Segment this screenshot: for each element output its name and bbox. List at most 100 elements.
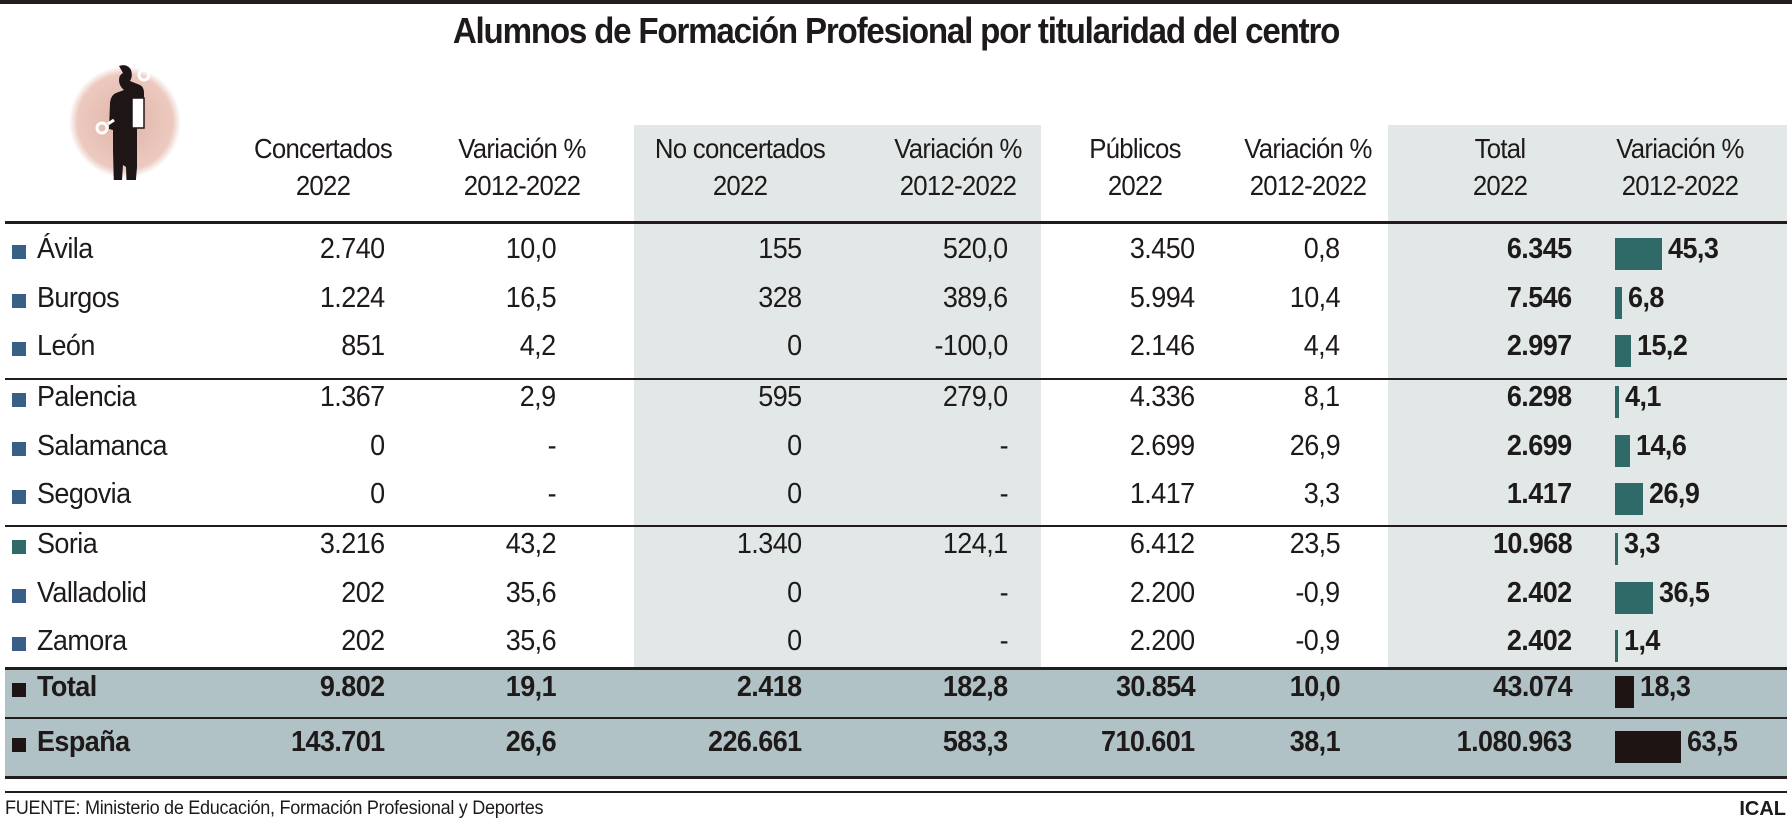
header-line1: Concertados — [254, 133, 393, 164]
worker-with-wrenches-icon — [69, 65, 181, 180]
variation-bar — [1615, 435, 1630, 467]
cell-publicos: 2.200 — [1130, 577, 1195, 609]
legend-square-icon — [12, 442, 26, 456]
cell-publicos: 710.601 — [1101, 726, 1195, 758]
header-line2: 2012-2022 — [899, 170, 1017, 201]
legend-square-icon — [12, 393, 26, 407]
row-label: España — [37, 726, 130, 758]
cell-var-conc: 2,9 — [520, 381, 556, 413]
header-line2: 2012-2022 — [1249, 170, 1367, 201]
header-line2: 2012-2022 — [463, 170, 581, 201]
cell-publicos: 4.336 — [1130, 381, 1195, 413]
header-var-total: Variación % 2012-2022 — [1597, 130, 1763, 204]
brand-logo: ICAL — [1739, 798, 1786, 820]
row-label: Soria — [37, 528, 98, 560]
table-row: Segovia 0 - 0 - 1.417 3,3 1.417 26,9 — [0, 478, 1792, 518]
cell-var-pub: 0,8 — [1304, 233, 1340, 265]
variation-bar-label: 45,3 — [1668, 233, 1719, 265]
cell-var-pub: 8,1 — [1304, 381, 1340, 413]
cell-publicos: 3.450 — [1130, 233, 1195, 265]
table-row: Ávila 2.740 10,0 155 520,0 3.450 0,8 6.345 45,3 — [0, 233, 1792, 273]
header-line1: Variación % — [1244, 133, 1372, 164]
variation-bar-label: 63,5 — [1687, 726, 1738, 758]
cell-no-conc: 328 — [758, 282, 803, 314]
header-concertados: Concertados 2022 — [236, 130, 411, 204]
header-total: Total 2022 — [1445, 130, 1555, 204]
variation-bar-label: 1,4 — [1624, 625, 1660, 657]
header-line1: Públicos — [1089, 133, 1181, 164]
cell-var-pub: 10,0 — [1289, 671, 1341, 703]
header-no-concertados: No concertados 2022 — [635, 130, 845, 204]
cell-var-pub: 4,4 — [1304, 330, 1340, 362]
variation-bar-label: 26,9 — [1649, 478, 1700, 510]
cell-total: 2.699 — [1507, 430, 1572, 462]
shaded-column-no-concertados — [634, 125, 1041, 668]
cell-publicos: 2.699 — [1130, 430, 1195, 462]
cell-concertados: 851 — [341, 330, 386, 362]
cell-total: 43.074 — [1492, 671, 1573, 703]
cell-publicos: 6.412 — [1130, 528, 1195, 560]
cell-concertados: 1.367 — [320, 381, 385, 413]
espana-row-background — [5, 718, 1787, 777]
cell-concertados: 1.224 — [320, 282, 385, 314]
row-label: Salamanca — [37, 430, 167, 462]
legend-square-icon — [12, 738, 26, 752]
cell-var-conc: - — [547, 430, 557, 462]
row-label: Segovia — [37, 478, 131, 510]
cell-publicos: 30.854 — [1115, 671, 1196, 703]
table-row: Palencia 1.367 2,9 595 279,0 4.336 8,1 6.298 4,1 — [0, 381, 1792, 421]
group-rule-1 — [5, 378, 1787, 380]
variation-bar — [1615, 533, 1618, 565]
summary-row: España 143.701 26,6 226.661 583,3 710.601 38,1… — [0, 726, 1792, 766]
cell-var-no-conc: 583,3 — [943, 726, 1008, 758]
table-row: Valladolid 202 35,6 0 - 2.200 -0,9 2.402 36,5 — [0, 577, 1792, 617]
header-line1: Variación % — [458, 133, 586, 164]
summary-rule-mid — [5, 717, 1787, 719]
shaded-column-total — [1388, 125, 1787, 668]
header-rule — [5, 221, 1787, 224]
header-line2: 2022 — [1472, 170, 1528, 201]
group-rule-2 — [5, 525, 1787, 527]
cell-no-conc: 226.661 — [708, 726, 802, 758]
top-rule — [0, 0, 1792, 4]
cell-var-pub: 23,5 — [1289, 528, 1341, 560]
row-label: Zamora — [37, 625, 127, 657]
header-line2: 2022 — [1107, 170, 1163, 201]
cell-var-conc: 16,5 — [505, 282, 557, 314]
cell-no-conc: 155 — [758, 233, 803, 265]
cell-publicos: 1.417 — [1130, 478, 1195, 510]
cell-var-no-conc: 279,0 — [943, 381, 1008, 413]
cell-var-conc: 35,6 — [505, 625, 557, 657]
legend-square-icon — [12, 637, 26, 651]
variation-bar — [1615, 582, 1653, 614]
cell-var-conc: - — [547, 478, 557, 510]
cell-publicos: 2.146 — [1130, 330, 1195, 362]
variation-bar — [1615, 731, 1681, 763]
summary-row: Total 9.802 19,1 2.418 182,8 30.854 10,0 43.074… — [0, 671, 1792, 711]
cell-var-no-conc: 520,0 — [943, 233, 1008, 265]
chart-title: Alumnos de Formación Profesional por tit… — [452, 10, 1341, 51]
header-line1: No concertados — [654, 133, 826, 164]
cell-var-pub: 26,9 — [1289, 430, 1341, 462]
variation-bar — [1615, 238, 1662, 270]
cell-no-conc: 0 — [787, 430, 803, 462]
table-row: León 851 4,2 0 -100,0 2.146 4,4 2.997 15,2 — [0, 330, 1792, 370]
legend-square-icon — [12, 589, 26, 603]
cell-total: 2.402 — [1507, 577, 1572, 609]
cell-concertados: 3.216 — [320, 528, 385, 560]
cell-concertados: 143.701 — [291, 726, 385, 758]
cell-no-conc: 595 — [758, 381, 803, 413]
variation-bar — [1615, 335, 1631, 367]
cell-no-conc: 0 — [787, 330, 803, 362]
cell-concertados: 0 — [370, 430, 386, 462]
cell-concertados: 9.802 — [320, 671, 385, 703]
row-label: Palencia — [37, 381, 137, 413]
cell-total: 1.080.963 — [1457, 726, 1573, 758]
legend-square-icon — [12, 683, 26, 697]
table-row: Burgos 1.224 16,5 328 389,6 5.994 10,4 7.546 6,8 — [0, 282, 1792, 322]
cell-total: 2.402 — [1507, 625, 1572, 657]
cell-var-no-conc: 389,6 — [943, 282, 1008, 314]
header-var-concertados: Variación % 2012-2022 — [439, 130, 605, 204]
cell-concertados: 2.740 — [320, 233, 385, 265]
cell-concertados: 202 — [341, 625, 386, 657]
